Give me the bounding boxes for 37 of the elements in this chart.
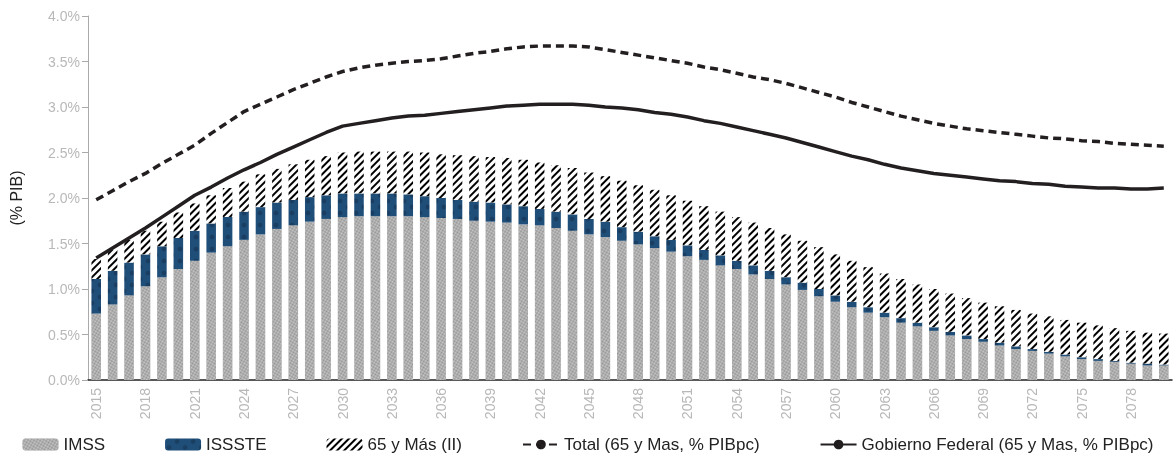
y-tick-label: 2.5% <box>48 144 80 161</box>
x-tick-label: 2018 <box>137 387 154 420</box>
x-tick-label: 2021 <box>186 387 203 420</box>
y-tick-label: 3.0% <box>48 99 80 115</box>
x-tick-label: 2015 <box>88 387 105 420</box>
y-tick-label: 3.5% <box>48 53 80 70</box>
y-axis-title: (% PIB) <box>7 170 25 226</box>
y-tick-label: 0.5% <box>48 326 80 343</box>
legend-label: ISSSTE <box>206 435 267 454</box>
x-tick-label: 2051 <box>679 387 696 420</box>
x-tick-label: 2033 <box>383 387 400 420</box>
x-tick-label: 2066 <box>925 387 942 420</box>
x-tick-label: 2057 <box>778 387 795 420</box>
x-tick-label: 2054 <box>728 387 745 420</box>
x-tick-label: 2036 <box>433 387 450 420</box>
x-tick-label: 2024 <box>236 387 253 420</box>
y-tick-label: 4.0% <box>48 8 80 24</box>
y-tick-label: 2.0% <box>48 190 80 206</box>
legend-label: Gobierno Federal (65 y Mas, % PIBpc) <box>861 435 1154 454</box>
legend-label: 65 y Más (II) <box>367 435 462 454</box>
x-tick-label: 2060 <box>827 387 844 420</box>
x-tick-label: 2045 <box>580 387 597 420</box>
legend-label: IMSS <box>63 435 106 454</box>
x-tick-label: 2078 <box>1122 387 1139 420</box>
x-tick-label: 2072 <box>1024 387 1041 420</box>
x-tick-label: 2027 <box>285 387 302 420</box>
y-tick-label: 0.0% <box>48 372 80 388</box>
y-tick-label: 1.5% <box>48 235 80 252</box>
y-tick-label: 1.0% <box>48 281 80 297</box>
x-tick-label: 2048 <box>630 387 647 420</box>
x-tick-label: 2042 <box>531 387 548 420</box>
x-tick-label: 2069 <box>975 387 992 420</box>
x-tick-label: 2075 <box>1073 387 1090 420</box>
x-tick-label: 2063 <box>876 387 893 420</box>
legend-label: Total (65 y Mas, % PIBpc) <box>563 435 760 454</box>
x-tick-label: 2039 <box>482 387 499 420</box>
x-tick-label: 2030 <box>334 387 351 420</box>
